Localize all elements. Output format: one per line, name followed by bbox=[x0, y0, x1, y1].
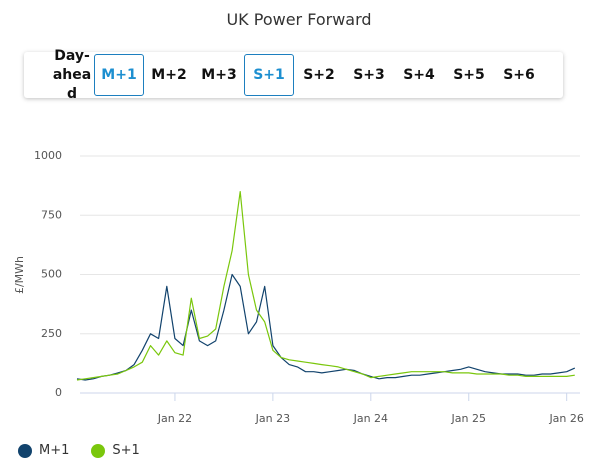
button-bar: Day-ahead M+1 M+2 M+3 S+1 S+2 S+3 S+4 S+5 S+6 bbox=[24, 47, 563, 102]
tab-button[interactable]: Day-ahead bbox=[52, 47, 92, 102]
legend-swatch bbox=[18, 443, 32, 458]
tab-button[interactable]: S+2 bbox=[303, 67, 335, 83]
y-axis-label: £/MWh bbox=[13, 256, 26, 294]
y-tick-label: 750 bbox=[41, 208, 62, 221]
title: UK Power Forward bbox=[226, 10, 372, 29]
tab-button[interactable]: S+1 bbox=[244, 54, 294, 96]
y-tick-label: 0 bbox=[55, 386, 62, 399]
tab-button[interactable]: S+3 bbox=[353, 67, 385, 83]
legend-label: S+1 bbox=[112, 443, 140, 458]
series-line bbox=[76, 273, 576, 381]
x-tick-label: Jan 26 bbox=[548, 412, 583, 425]
tab-button[interactable]: S+5 bbox=[453, 67, 485, 83]
x-tick-label: Jan 25 bbox=[451, 412, 486, 425]
legend-item[interactable]: S+1 bbox=[91, 443, 140, 458]
y-tick-label: 250 bbox=[41, 327, 62, 340]
legend: M+1 S+1 bbox=[18, 443, 162, 458]
tab-button[interactable]: M+3 bbox=[201, 67, 237, 83]
legend-item[interactable]: M+1 bbox=[18, 443, 69, 458]
tab-button[interactable]: M+1 bbox=[94, 54, 144, 96]
tab-button[interactable]: S+4 bbox=[403, 67, 435, 83]
legend-label: M+1 bbox=[39, 443, 70, 458]
tab-button[interactable]: S+6 bbox=[503, 67, 535, 83]
x-tick-label: Jan 24 bbox=[353, 412, 388, 425]
y-tick-label: 500 bbox=[41, 268, 62, 281]
series-line bbox=[76, 191, 575, 381]
legend-swatch bbox=[91, 443, 106, 458]
x-tick-label: Jan 22 bbox=[157, 412, 192, 425]
x-tick-label: Jan 23 bbox=[255, 412, 290, 425]
y-tick-label: 1000 bbox=[34, 149, 62, 162]
tab-button[interactable]: M+2 bbox=[151, 67, 187, 83]
